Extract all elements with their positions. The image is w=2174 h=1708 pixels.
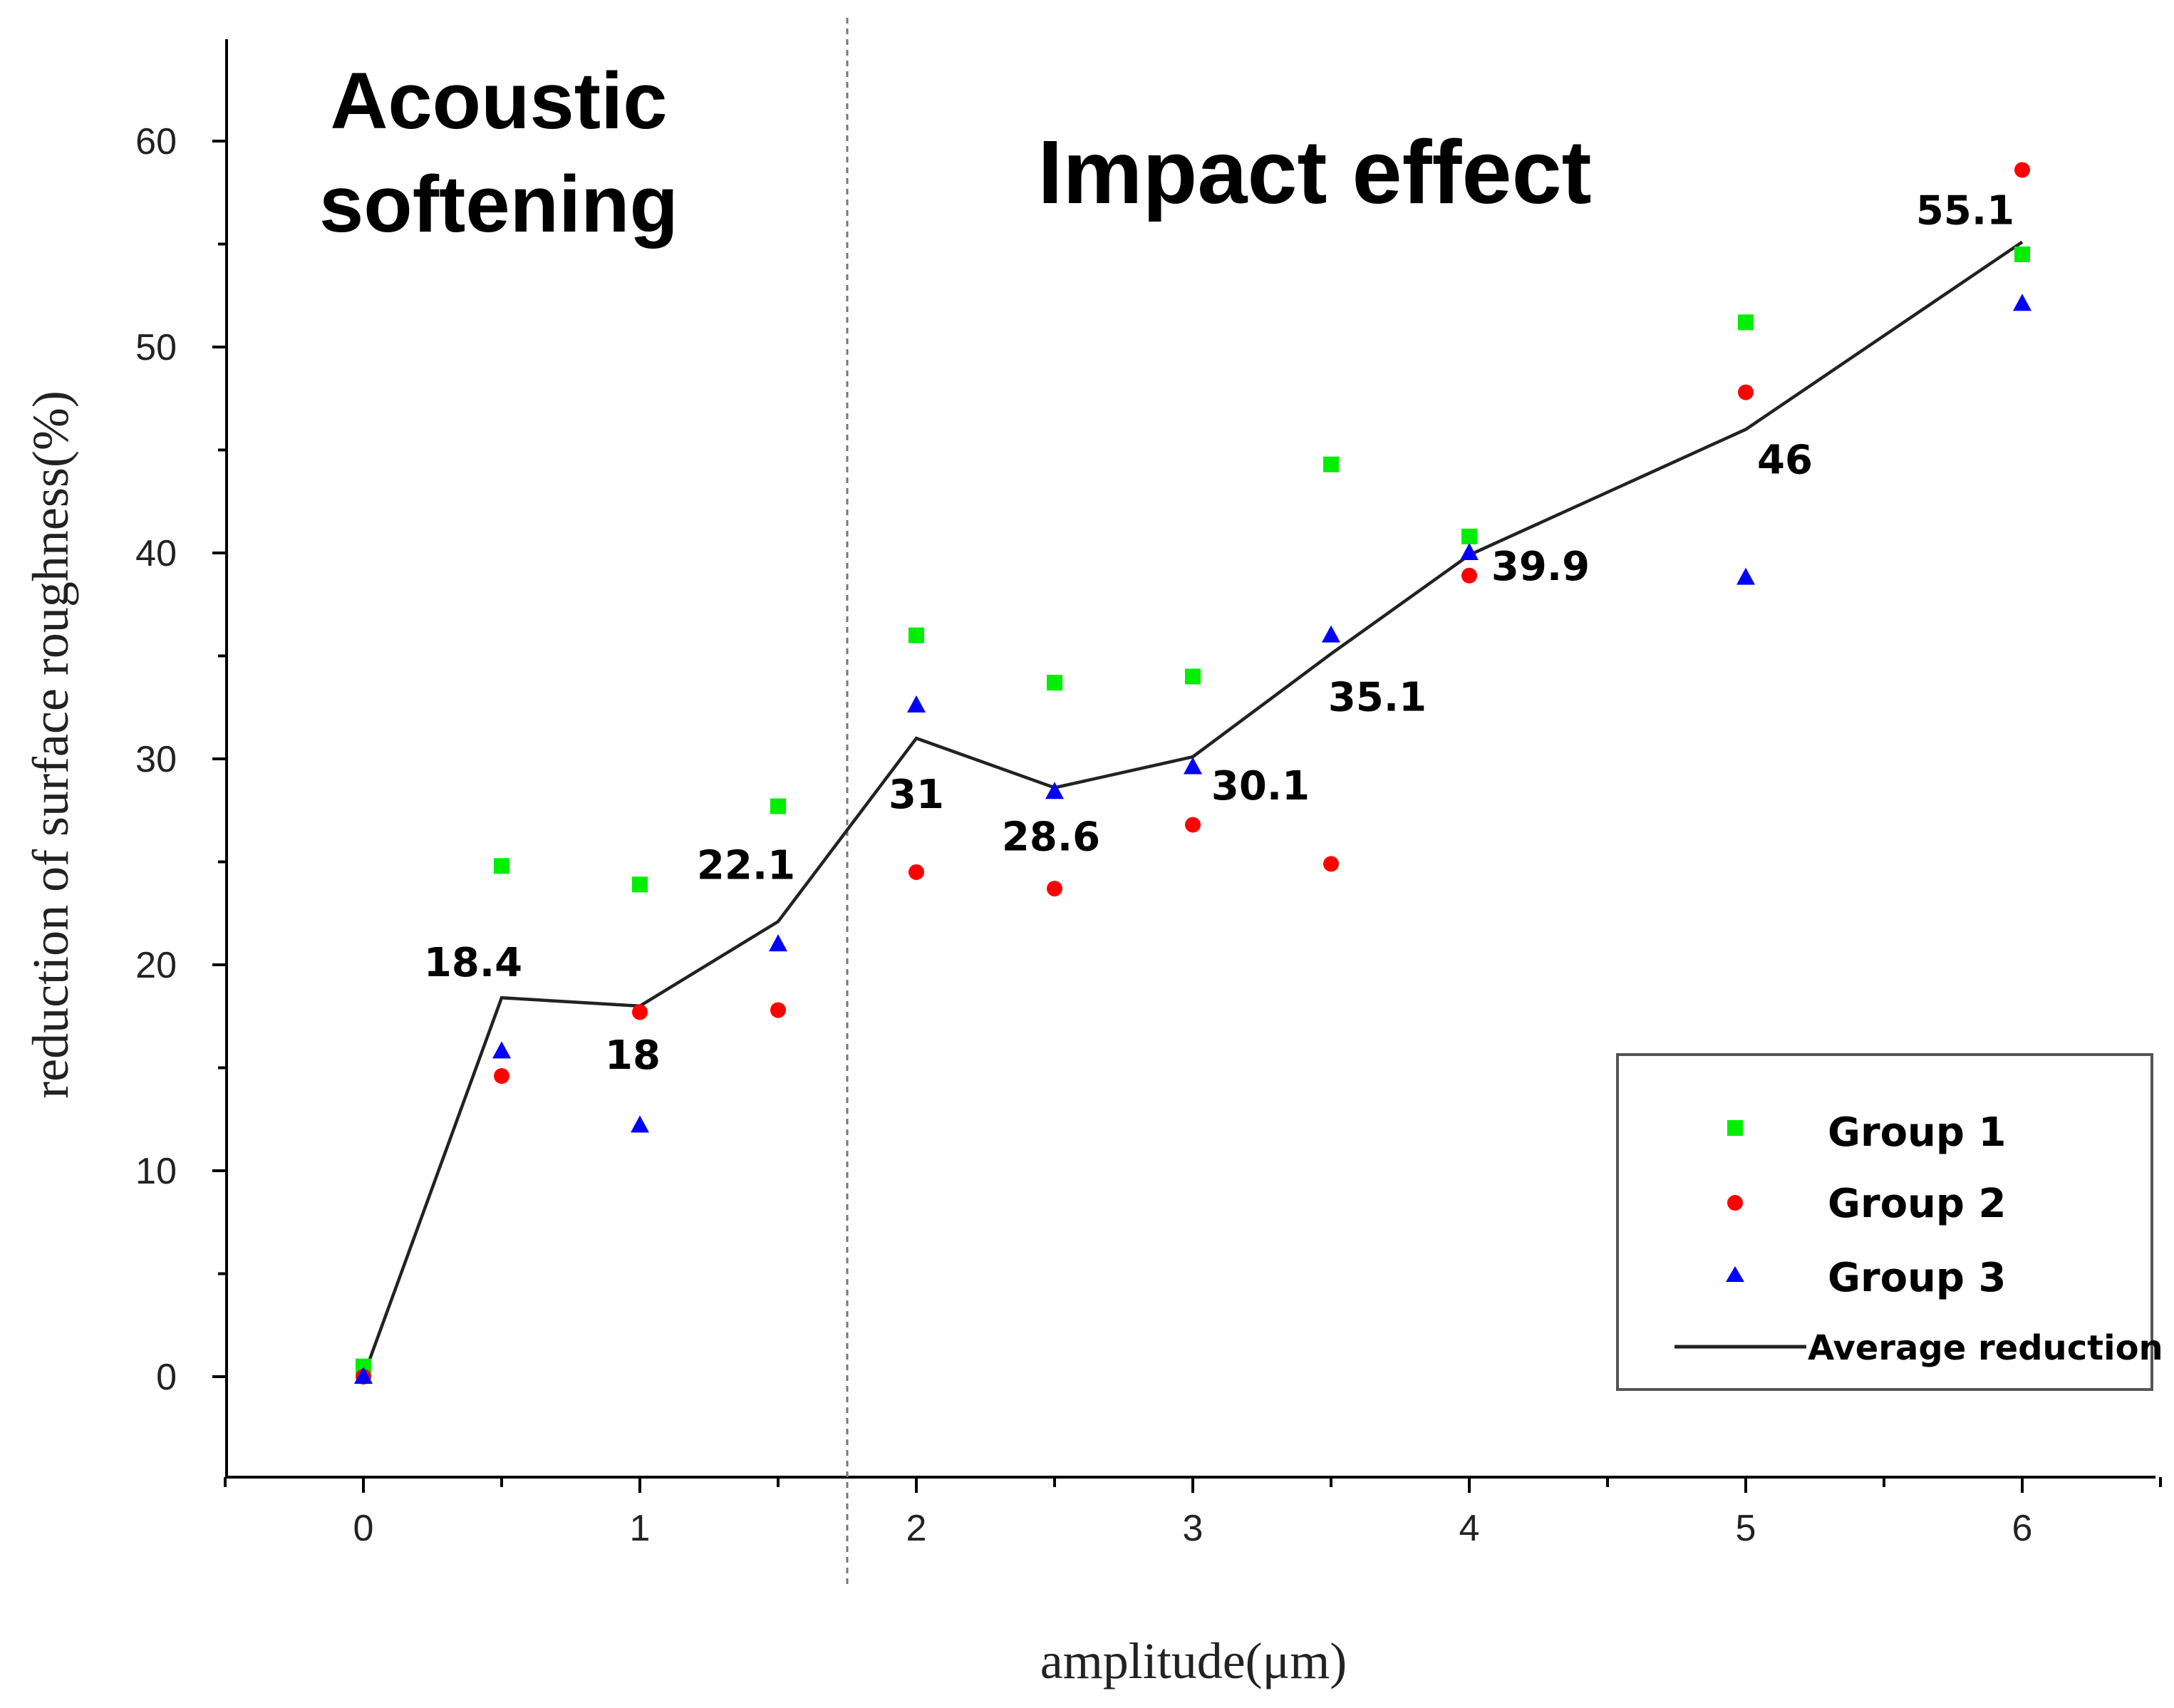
group-2-point [1738,384,1754,400]
x-tick-label-5: 5 [1736,1508,1756,1549]
group-3-point [631,1115,649,1133]
average-data-label: 46 [1757,438,1813,484]
legend-marker-group-2 [1727,1195,1743,1211]
legend-label-group-3: Group 3 [1828,1255,2006,1301]
legend-marker-group-3 [1726,1266,1744,1282]
group-2-point [1461,567,1477,584]
group-2-point [2014,162,2030,178]
x-axis-title: amplitude(μm) [1040,1632,1347,1689]
y-tick-label-60: 60 [135,121,177,162]
legend-label-group-2: Group 2 [1828,1181,2006,1227]
average-data-label: 18.4 [424,940,522,986]
group-1-point [770,798,786,814]
group-1-point [494,858,509,874]
region-label-impact-effect: Impact effect [1037,122,1591,222]
group-1-point [909,627,924,643]
data-labels-layer: 18.4 18 22.1 31 28.6 30.1 35.1 39.9 46 55.1 [424,188,2014,1079]
average-data-label: 28.6 [1002,814,1100,860]
average-data-label: 22.1 [697,842,795,889]
average-data-label: 55.1 [1916,188,2014,234]
legend-label-group-1: Group 1 [1828,1109,2006,1156]
region-label-softening: softening [319,160,678,249]
x-tick-label-2: 2 [906,1508,927,1549]
average-data-label: 31 [889,772,944,818]
x-tick-label-1: 1 [630,1508,651,1549]
y-tick-label-40: 40 [135,533,177,574]
average-data-label: 30.1 [1211,763,1310,809]
group-1-point [1323,456,1339,472]
legend-marker-group-1 [1727,1120,1743,1136]
x-tick-label-6: 6 [2012,1508,2033,1549]
average-data-label: 39.9 [1491,544,1590,590]
x-tick-label-3: 3 [1183,1508,1204,1549]
y-axis-title: reduction of surface roughness(%) [22,390,79,1099]
y-tick-label-20: 20 [135,945,177,986]
group-3-point [769,934,787,952]
region-label-acoustic: Acoustic [331,56,668,145]
legend-label-average-reduction: Average reduction [1808,1328,2163,1368]
legend-box [1616,1053,2153,1391]
group-1-point [1461,528,1477,544]
group-3-point [1460,543,1479,560]
group-3-point [1045,782,1064,799]
average-data-label: 35.1 [1328,675,1427,721]
group-1-point [1047,675,1062,691]
group-2-point [632,1004,648,1020]
group-2-point [770,1002,786,1018]
y-tick-label-30: 30 [135,739,177,780]
group-2-point [1047,881,1062,897]
group-2-point [909,864,924,880]
group-2-point [494,1068,509,1085]
y-ticks: 0 10 20 30 40 50 60 [135,121,227,1398]
x-ticks: 0 1 2 3 4 5 6 [224,1477,2162,1549]
group-3-point [354,1367,373,1384]
group-3-point [492,1041,511,1059]
points-layer [354,162,2031,1384]
group-3-point [2013,294,2031,311]
average-data-label: 18 [605,1032,661,1079]
y-tick-label-10: 10 [135,1151,177,1192]
group-1-point [2014,246,2030,262]
group-3-point [1184,757,1202,775]
x-tick-label-4: 4 [1459,1508,1480,1549]
y-tick-label-0: 0 [156,1357,177,1398]
group-2-point [1323,856,1339,872]
group-2-point [1185,817,1201,833]
group-1-point [1738,314,1754,331]
group-3-point [1322,625,1340,643]
y-tick-label-50: 50 [135,327,177,368]
group-1-point [1185,668,1201,685]
group-3-point [1736,567,1755,585]
legend: Group 1 Group 2 Group 3 Average reductio… [1616,1053,2163,1391]
group-3-point [907,695,926,713]
group-1-point [632,876,648,893]
x-tick-label-0: 0 [353,1508,374,1549]
